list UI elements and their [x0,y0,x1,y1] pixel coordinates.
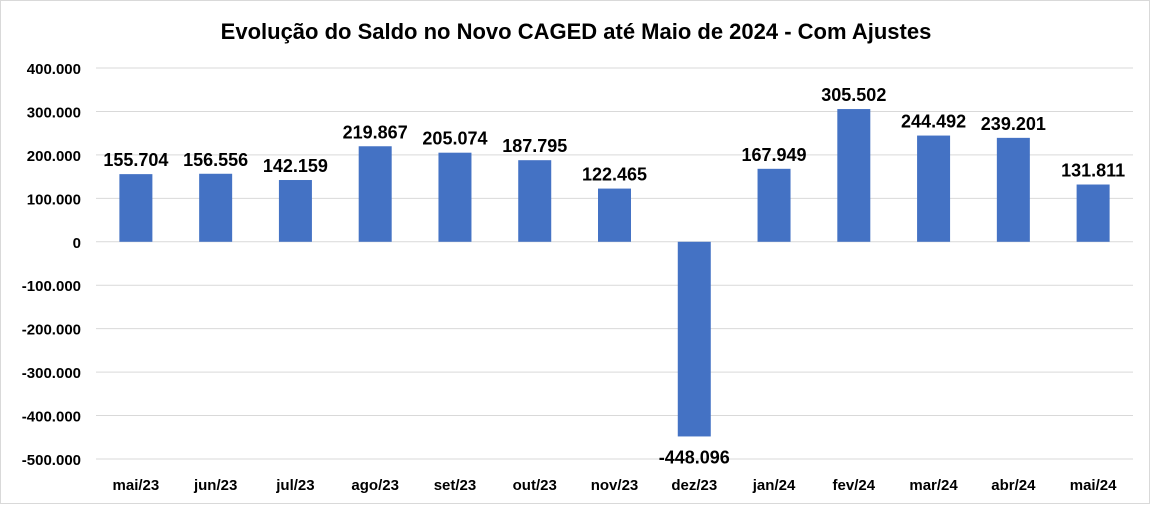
data-labels: 155.704 156.556 142.159 219.867 205.074 187.7… [103,85,1125,467]
bar [996,137,1030,242]
x-tick-label: mar/24 [909,477,958,494]
bar [358,146,392,242]
x-tick-label: set/23 [434,477,477,494]
bar [917,135,951,242]
gridlines [96,67,1133,460]
data-label: -448.096 [659,447,730,467]
x-tick-label: ago/23 [351,477,399,494]
bar [1076,184,1110,242]
bars [119,109,1110,437]
y-tick-label: -200.000 [22,322,81,339]
y-tick-label: 0 [73,235,81,252]
data-label: 142.159 [263,156,328,176]
bar [438,152,472,242]
data-label: 187.795 [502,136,567,156]
y-tick-label: -100.000 [22,278,81,295]
y-tick-label: 300.000 [27,104,81,121]
bar [598,188,631,242]
x-tick-label: jan/24 [752,477,796,494]
bar [518,160,552,242]
bar [119,174,153,242]
bar [278,180,312,242]
data-label: 305.502 [821,85,886,105]
data-label: 219.867 [343,122,408,142]
y-tick-label: 400.000 [27,61,81,78]
x-axis-ticks: mai/23 jun/23 jul/23 ago/23 set/23 out/23 nov/… [113,477,1118,494]
x-tick-label: nov/23 [591,477,639,494]
bar [757,168,791,242]
data-label: 131.811 [1061,161,1125,181]
x-tick-label: fev/24 [833,477,876,494]
x-tick-label: jun/23 [193,477,237,494]
x-tick-label: mai/23 [113,477,160,494]
x-tick-label: mai/24 [1070,477,1117,494]
x-tick-label: out/23 [513,477,557,494]
data-label: 156.556 [183,150,248,170]
data-label: 122.465 [582,165,647,185]
bar [837,109,871,242]
y-tick-label: 200.000 [27,148,81,165]
data-label: 244.492 [901,112,966,132]
chart-title: Evolução do Saldo no Novo CAGED até Maio… [221,19,932,44]
data-label: 167.949 [741,145,806,165]
y-tick-label: 100.000 [27,191,81,208]
y-tick-label: -400.000 [22,409,81,426]
x-tick-label: abr/24 [991,477,1036,494]
data-label: 205.074 [422,129,487,149]
data-label: 239.201 [981,114,1046,134]
bar [199,173,233,242]
x-tick-label: dez/23 [671,477,717,494]
y-tick-label: -300.000 [22,365,81,382]
x-tick-label: jul/23 [275,477,314,494]
data-label: 155.704 [103,150,168,170]
bar [677,241,711,437]
y-tick-label: -500.000 [22,452,81,469]
y-axis-ticks: 400.000 300.000 200.000 100.000 0 -100.000 -20… [22,61,81,469]
